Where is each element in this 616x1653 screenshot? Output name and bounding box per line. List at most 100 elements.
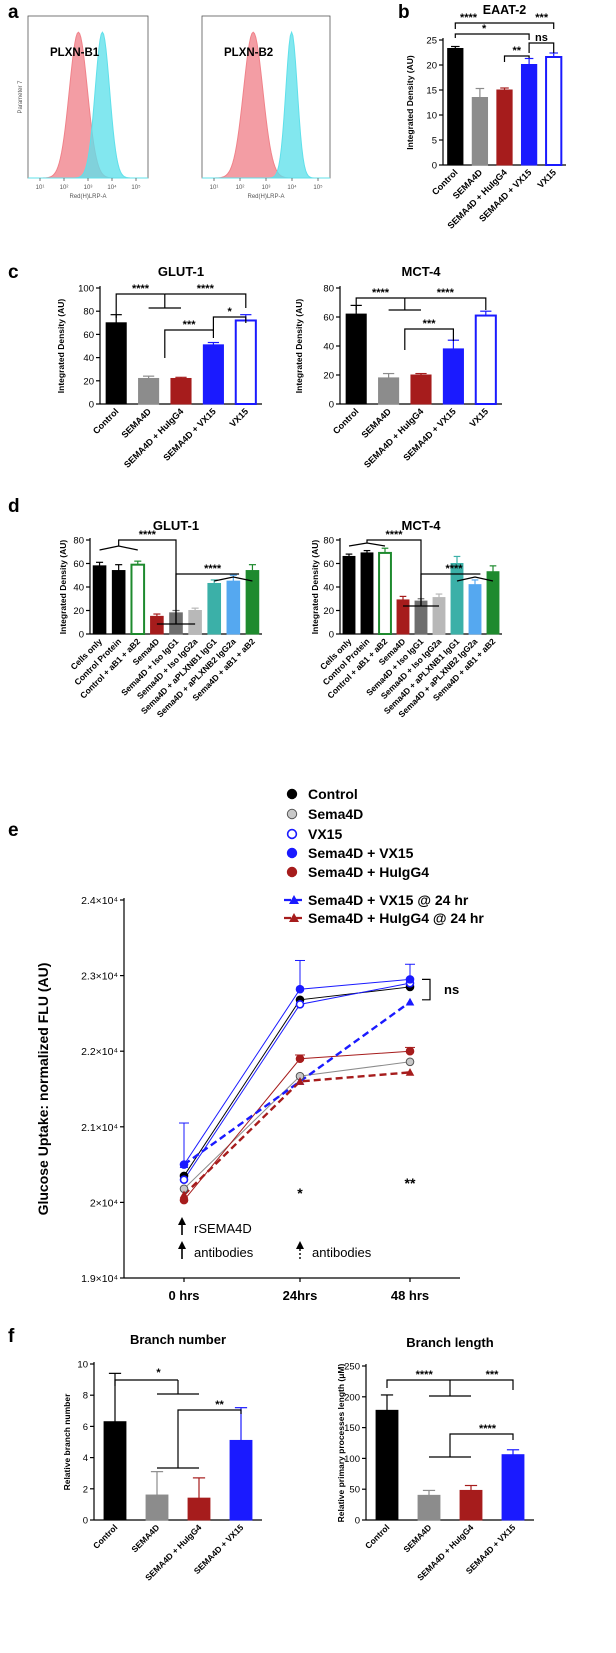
significance-label: ns [535,32,548,44]
legend-label: Sema4D + HuIgG4 @ 24 hr [308,910,484,926]
annotation-label: rSEMA4D [194,1221,252,1236]
significance-label: **** [139,529,157,541]
bar [468,584,482,635]
y-tick-label: 20 [323,371,334,382]
significance-bracket [404,328,454,350]
significance-label: **** [132,283,150,295]
y-tick-label: 0 [329,400,334,411]
series-marker [289,913,299,922]
bar [501,1454,525,1521]
chart-title: MCT-4 [402,518,442,533]
y-tick-label: 15 [426,86,437,97]
bar [170,377,192,405]
x-tick-label: 10⁴ [287,184,297,191]
significance-bracket [456,576,494,582]
significance-label: * [297,1185,303,1201]
category-label: SEMA4D + HuIgG4 [362,406,425,469]
significance-label: **** [197,283,215,295]
y-tick-label: 10 [426,111,437,122]
series-line [183,982,411,1180]
y-tick-label: 40 [83,353,94,364]
bar [360,552,374,635]
significance-label: *** [423,318,437,330]
y-tick-label: 0 [89,400,94,411]
significance-bracket [454,33,530,40]
bar [234,319,257,406]
significance-bracket [164,329,214,358]
significance-label: *** [183,319,197,331]
y-tick-label: 2.2×10⁴ [81,1046,118,1058]
category-label: SEMA4D + HuIgG4 [122,406,185,469]
chart-title: Branch number [130,1332,226,1347]
series-marker [295,1054,305,1064]
category-label: Control [91,1522,119,1550]
y-axis-label: Relative branch number [62,1393,72,1491]
x-tick-label: 10² [236,185,245,191]
y-tick-label: 50 [349,1485,360,1496]
category-label: VX15 [228,406,251,429]
series-marker [179,1175,189,1185]
significance-label: **** [385,529,403,541]
bar [432,597,446,635]
y-tick-label: 20 [83,376,94,387]
y-tick-label: 2.4×10⁴ [81,895,118,907]
chart-title: GLUT-1 [158,264,204,279]
bar [187,1497,211,1521]
significance-label: **** [372,287,390,299]
chart-title: EAAT-2 [483,3,527,17]
significance-bracket [99,545,138,551]
y-tick-label: 5 [432,136,437,147]
bar [471,97,489,166]
x-tick-label: 10⁴ [107,184,117,191]
y-tick-label: 20 [323,606,334,617]
y-axis-label: Integrated Density (AU) [405,55,415,150]
x-tick-label: 10² [60,185,69,191]
x-tick-label: 10³ [262,185,271,191]
bar [410,374,432,405]
bar [345,313,367,405]
series-marker [405,997,415,1006]
significance-label: *** [535,12,549,24]
bar [145,1494,169,1521]
bar [496,89,513,166]
bar [202,344,224,405]
arrow-head [178,1241,186,1249]
significance-label: * [227,306,232,318]
y-tick-label: 60 [83,330,94,341]
chart-title: GLUT-1 [153,518,199,533]
category-label: SEMA4D [359,406,393,440]
annotation-label: antibodies [312,1245,372,1260]
bar [111,570,126,635]
significance-bracket [366,539,422,606]
series-marker [405,975,415,984]
significance-bracket [404,297,487,310]
y-tick-label: 60 [323,559,334,570]
legend-label: Sema4D + HuIgG4 [308,864,429,880]
significance-bracket [177,1409,242,1468]
x-tick-label: 10³ [84,185,93,191]
category-label: Control [91,406,121,436]
significance-bracket [348,542,386,547]
y-tick-label: 2.3×10⁴ [81,971,118,983]
series-marker [286,828,298,840]
series-marker [179,1160,189,1169]
legend-label: Sema4D + VX15 [308,845,414,861]
y-tick-label: 0 [79,630,84,641]
series-marker [295,1000,305,1009]
annotation-label: antibodies [194,1245,254,1260]
y-axis-label: Parameter 7 [18,80,24,114]
histogram-title: PLXN-B2 [224,47,273,59]
legend-label: Control [308,786,358,802]
panel-letter-c: c [8,262,19,283]
arrow-head [178,1217,186,1225]
y-tick-label: 40 [323,342,334,353]
y-tick-label: 80 [83,307,94,318]
y-axis-label: Integrated Density (AU) [56,299,66,394]
significance-label: *** [486,1369,500,1381]
significance-label: **** [437,287,455,299]
y-axis-label: Integrated Density (AU) [58,540,68,635]
y-tick-label: 25 [426,36,437,47]
significance-bracket [420,573,481,606]
y-tick-label: 0 [432,161,437,172]
